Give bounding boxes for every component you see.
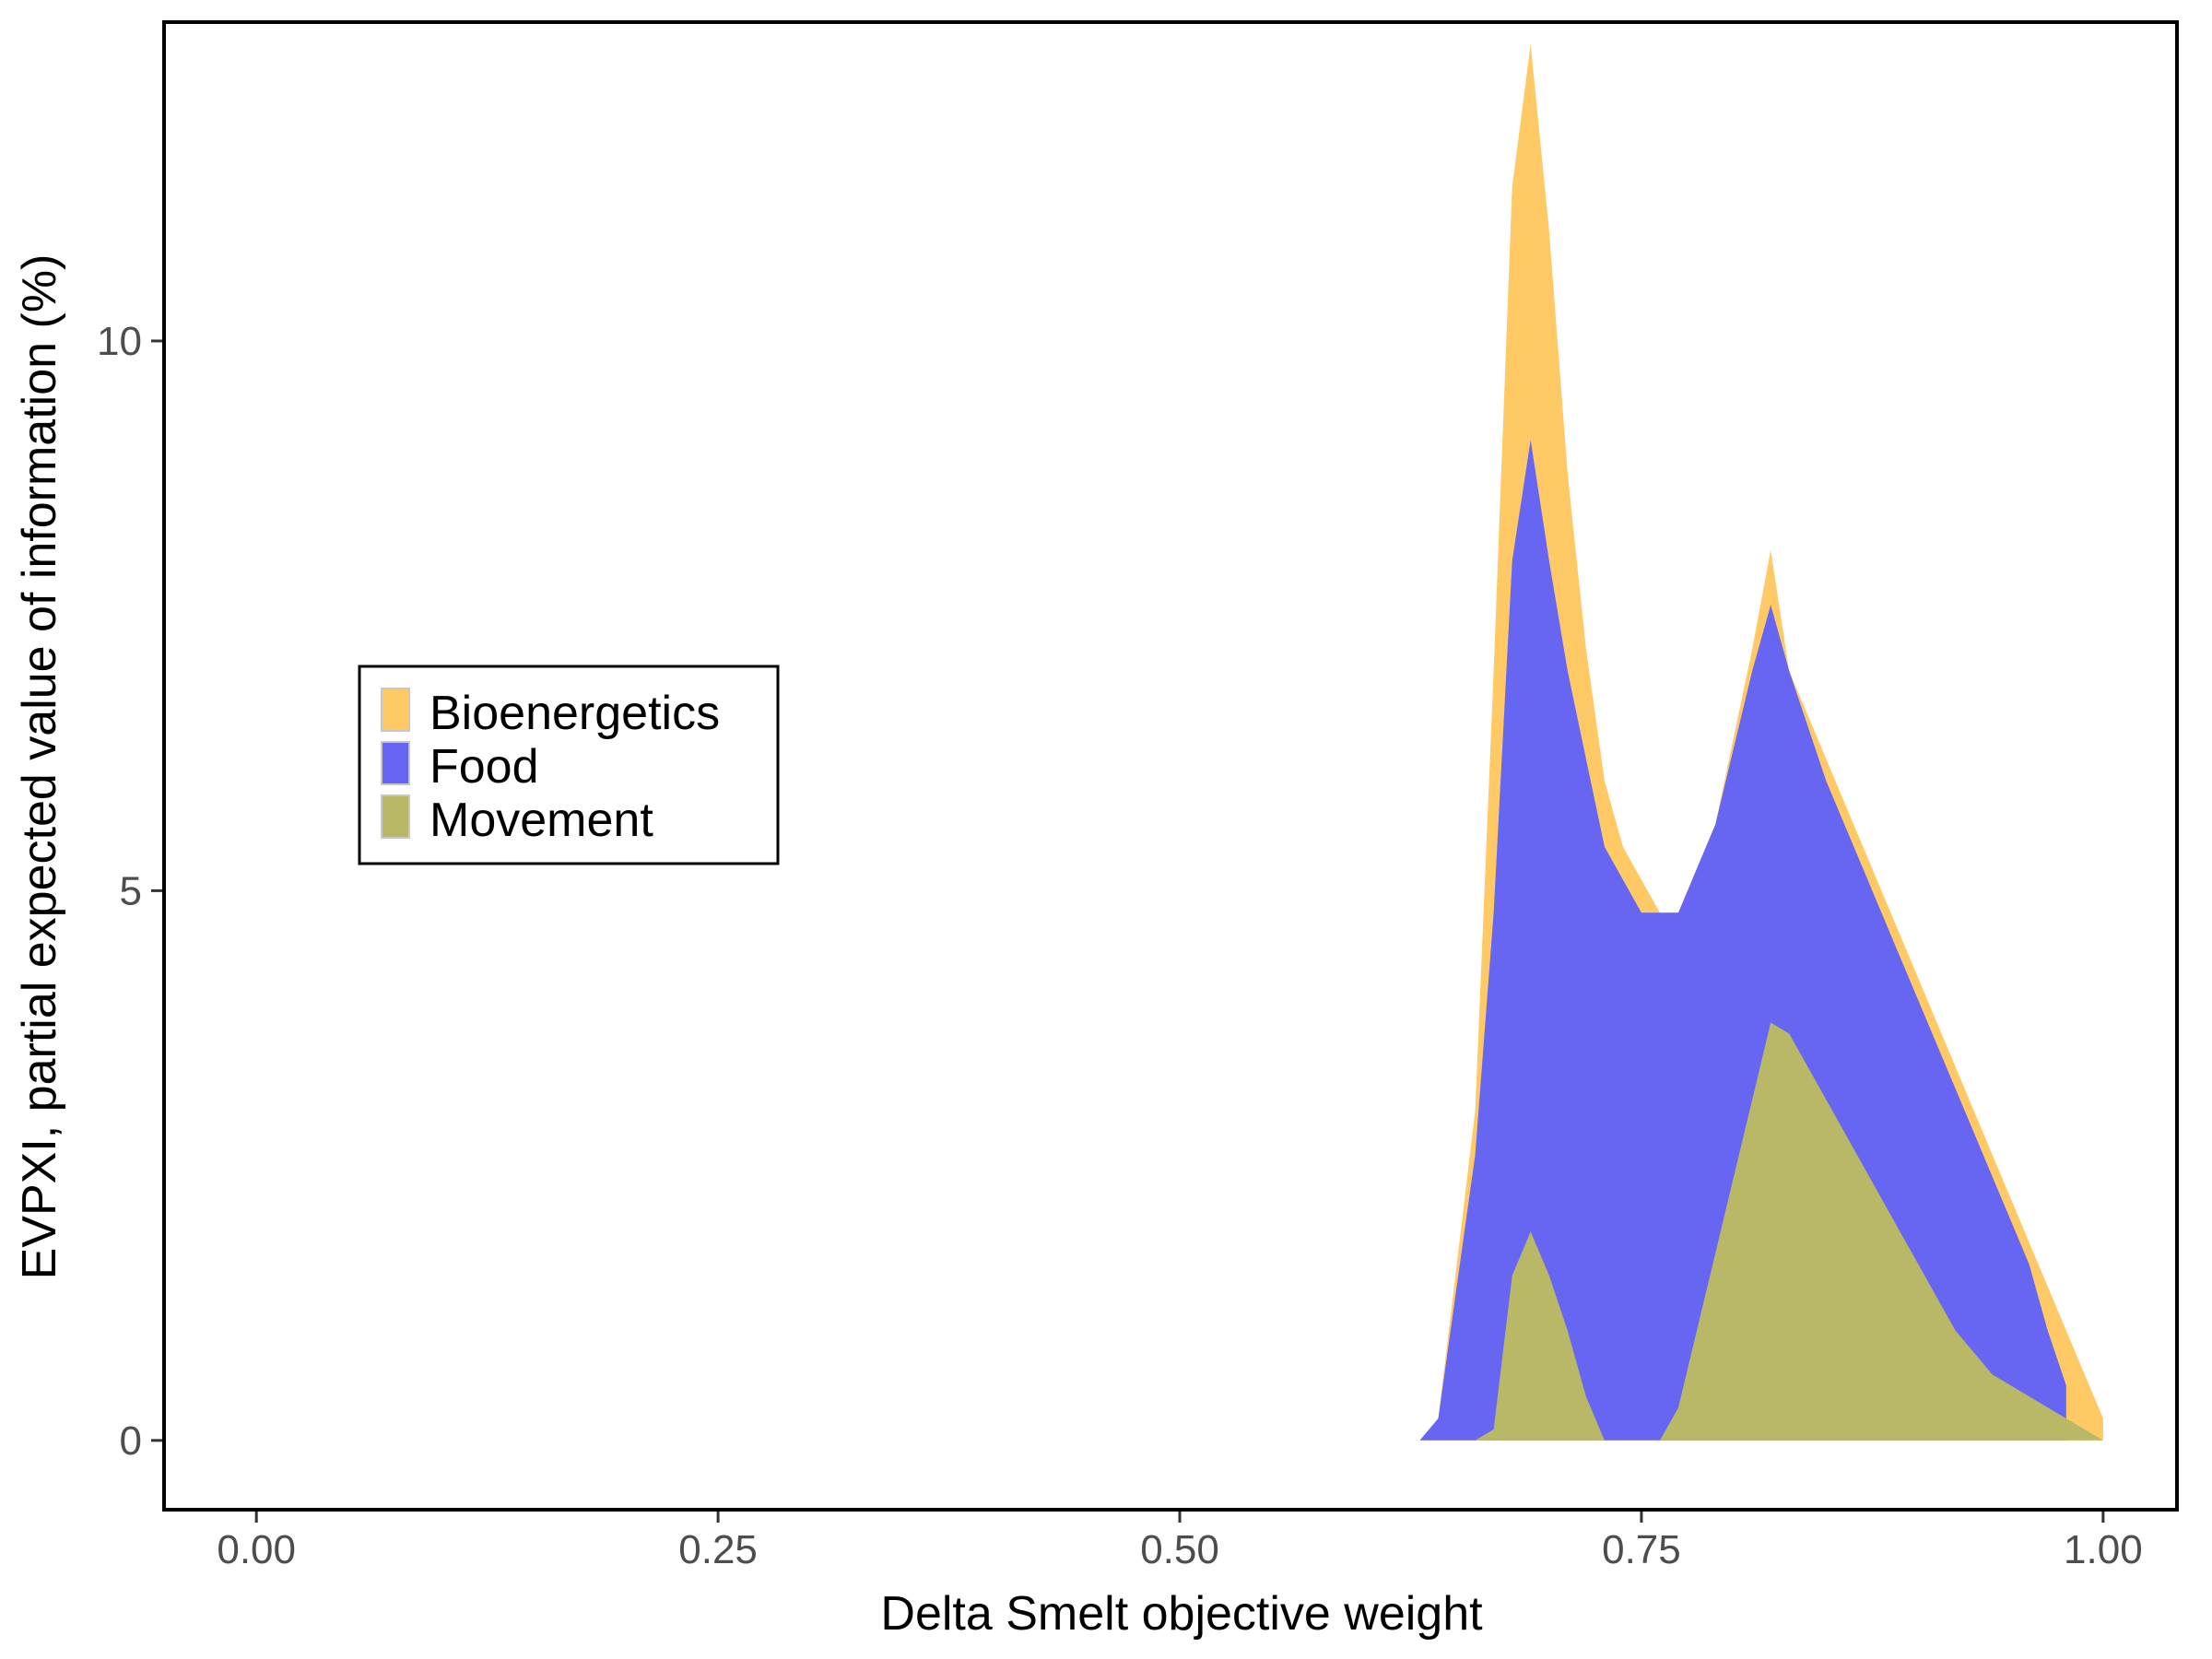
plot-panel-border xyxy=(162,20,2179,1512)
y-tick-label: 0 xyxy=(120,1418,142,1464)
x-tick-label: 1.00 xyxy=(2064,1527,2143,1572)
area-series-group xyxy=(1419,43,2103,1441)
legend-label-food: Food xyxy=(429,740,539,794)
legend-box xyxy=(358,665,780,865)
x-tick-label: 0.00 xyxy=(217,1527,296,1572)
x-tick-label: 0.50 xyxy=(1140,1527,1219,1572)
legend-key-bioenergetics xyxy=(381,688,410,732)
legend: Bioenergetics Food Movement xyxy=(358,665,780,865)
legend-label-bioenergetics: Bioenergetics xyxy=(429,687,720,740)
y-tick-label: 5 xyxy=(120,868,142,913)
legend-key-food xyxy=(381,741,410,785)
y-axis-title: EVPXI, partial expected value of informa… xyxy=(13,254,66,1280)
x-axis-title: Delta Smelt objective weight xyxy=(880,1587,1483,1641)
x-tick-label: 0.25 xyxy=(678,1527,758,1572)
x-axis-ticks: 0.00 0.25 0.50 0.75 1.00 xyxy=(217,1512,2143,1572)
area-food xyxy=(1419,440,2066,1441)
x-tick-label: 0.75 xyxy=(1602,1527,1681,1572)
area-movement xyxy=(1475,1022,2103,1441)
legend-label-movement: Movement xyxy=(429,794,653,847)
y-axis-ticks: 0 5 10 xyxy=(97,319,162,1464)
y-tick-label: 10 xyxy=(97,319,142,364)
legend-key-movement xyxy=(381,794,410,839)
